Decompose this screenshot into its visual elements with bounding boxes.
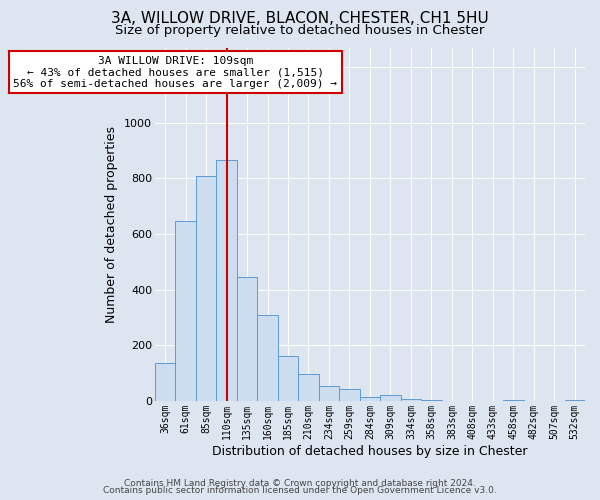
Bar (339, 389, 359, 401)
Text: Contains public sector information licensed under the Open Government Licence v3: Contains public sector information licen… (103, 486, 497, 495)
Text: Contains HM Land Registry data © Crown copyright and database right 2024.: Contains HM Land Registry data © Crown c… (124, 478, 476, 488)
Text: 3A, WILLOW DRIVE, BLACON, CHESTER, CH1 5HU: 3A, WILLOW DRIVE, BLACON, CHESTER, CH1 5… (111, 11, 489, 26)
Text: Size of property relative to detached houses in Chester: Size of property relative to detached ho… (115, 24, 485, 37)
Bar (155, 364, 175, 401)
Bar (257, 314, 278, 401)
Y-axis label: Number of detached properties: Number of detached properties (106, 126, 118, 322)
Bar (175, 222, 196, 401)
Bar (380, 395, 401, 401)
X-axis label: Distribution of detached houses by size in Chester: Distribution of detached houses by size … (212, 444, 527, 458)
Bar (565, 400, 585, 401)
Bar (401, 398, 421, 401)
Bar (503, 400, 524, 401)
Bar (421, 400, 442, 401)
Text: 3A WILLOW DRIVE: 109sqm
← 43% of detached houses are smaller (1,515)
56% of semi: 3A WILLOW DRIVE: 109sqm ← 43% of detache… (13, 56, 337, 89)
Bar (298, 374, 319, 401)
Bar (278, 356, 298, 401)
Bar (196, 176, 217, 401)
Bar (319, 386, 339, 401)
Bar (359, 396, 380, 401)
Bar (237, 277, 257, 401)
Bar (217, 160, 237, 401)
